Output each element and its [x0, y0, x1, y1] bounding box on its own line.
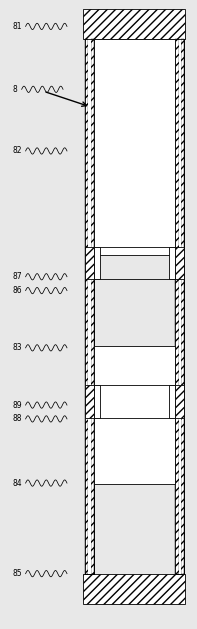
Text: 83: 83 [12, 343, 22, 352]
Bar [175, 247, 184, 279]
Text: 8: 8 [13, 85, 18, 94]
Text: 84: 84 [12, 479, 22, 487]
Text: 89: 89 [12, 401, 22, 409]
Bar [94, 385, 100, 418]
Bar [94, 346, 175, 484]
Text: 81: 81 [12, 22, 22, 31]
Bar [88, 39, 91, 574]
Bar [175, 39, 178, 574]
Bar [169, 247, 175, 279]
Bar [175, 385, 184, 418]
Bar [85, 39, 94, 574]
Bar [91, 39, 94, 574]
Text: 88: 88 [12, 415, 22, 423]
Bar [83, 574, 185, 604]
Bar [83, 9, 185, 39]
Bar [181, 39, 184, 574]
Bar [178, 39, 181, 574]
Bar [175, 39, 184, 574]
Bar [169, 385, 175, 418]
Bar [85, 39, 88, 574]
Text: 87: 87 [12, 272, 22, 281]
Bar [85, 385, 94, 418]
Bar [94, 39, 175, 255]
Text: 86: 86 [12, 286, 22, 295]
Bar [85, 39, 94, 574]
Bar [175, 39, 184, 574]
Text: 85: 85 [12, 569, 22, 578]
Bar [94, 247, 100, 279]
Bar [85, 247, 94, 279]
Text: 82: 82 [12, 147, 22, 155]
